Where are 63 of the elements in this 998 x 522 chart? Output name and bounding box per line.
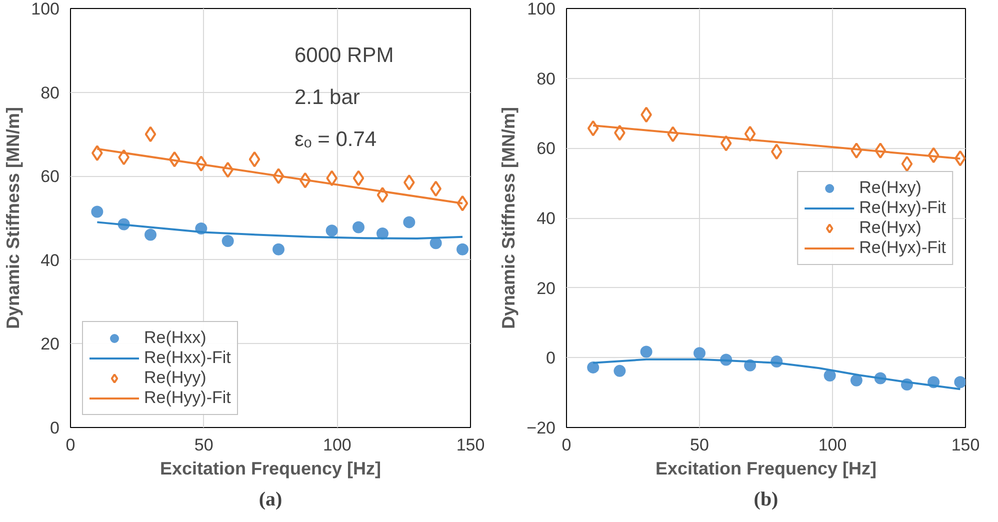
point (272, 243, 284, 256)
point (430, 237, 442, 250)
point (144, 228, 156, 241)
point (352, 221, 364, 234)
x-tick-label: 100 (322, 436, 352, 454)
y-tick-label: 0 (546, 348, 556, 368)
point (403, 216, 416, 228)
point (824, 369, 836, 382)
point (326, 224, 338, 237)
point (222, 235, 234, 248)
y-axis-title: Dynamic Stiffness [MN/m] (3, 106, 24, 330)
x-tick-label: 100 (818, 436, 847, 454)
point (248, 151, 260, 168)
x-tick-label: 0 (66, 436, 76, 454)
text: (a) (258, 488, 282, 510)
point (456, 243, 468, 256)
x-tick-label: 150 (951, 436, 980, 454)
y-tick-label: 60 (536, 139, 556, 158)
point (850, 374, 862, 386)
y-tick-label: 20 (536, 278, 556, 298)
y-tick-label: 80 (536, 69, 556, 88)
x-axis-title: Excitation Frequency [Hz] (160, 458, 382, 478)
y-tick-label: 20 (40, 334, 60, 354)
point (91, 206, 104, 218)
point (901, 156, 913, 172)
point (720, 135, 732, 152)
y-tick-label: 60 (40, 167, 60, 186)
point (352, 170, 364, 186)
point (770, 144, 782, 160)
x-tick-label: 150 (456, 436, 485, 454)
annotation: 2.1 bar (294, 86, 360, 110)
legend-label: Re(Hyy) (144, 368, 206, 388)
y-axis-title: Dynamic Stiffness [MN/m] (498, 106, 519, 330)
point (694, 347, 706, 360)
y-tick-label: 100 (31, 0, 60, 18)
legend-label: Re(Hyy)-Fit (144, 388, 231, 408)
point (614, 364, 626, 377)
y-tick-label: 0 (50, 418, 60, 438)
y-tick-label: 40 (536, 209, 556, 228)
legend-label: Re(Hxy)-Fit (859, 198, 946, 218)
point (640, 346, 652, 358)
line-series (96, 221, 464, 240)
legend-label: Re(Hxx)-Fit (144, 348, 231, 368)
legend-label: Re(Hyx)-Fit (859, 238, 946, 258)
point (954, 376, 966, 388)
annotation: εₒ = 0.74 (294, 128, 377, 151)
point (587, 361, 600, 374)
y-tick-label: 80 (40, 83, 60, 102)
point (144, 126, 156, 142)
point (744, 126, 756, 142)
legend-label: Re(Hyx) (859, 218, 922, 238)
annotation: 6000 RPM (294, 44, 394, 68)
point (587, 120, 599, 136)
y-tick-label: 40 (40, 250, 60, 270)
x-tick-label: 50 (690, 436, 709, 454)
x-tick-label: 0 (562, 436, 572, 454)
y-tick-label: −20 (526, 418, 556, 438)
legend-label: Re(Hxy) (859, 178, 922, 198)
x-tick-label: 50 (194, 436, 214, 454)
y-tick-label: 100 (527, 0, 556, 18)
legend-label: Re(Hxx) (144, 328, 206, 348)
text: (b) (754, 488, 778, 510)
x-axis-title: Excitation Frequency [Hz] (655, 458, 877, 478)
